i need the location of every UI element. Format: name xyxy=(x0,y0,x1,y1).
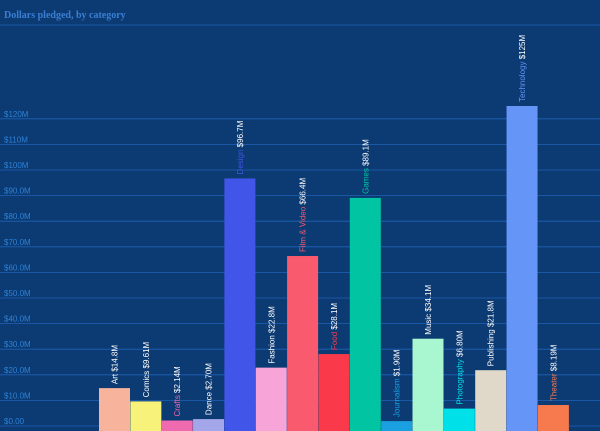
bar-category-label: Film & Video xyxy=(299,205,308,252)
bar-category-label: Design xyxy=(236,147,245,174)
bar-fashion xyxy=(255,367,287,431)
bar-crafts xyxy=(161,420,193,431)
bar-category-label: Comics xyxy=(142,369,151,398)
chart-title: Dollars pledged, by category xyxy=(4,10,126,21)
bar-value-label: $66.4M xyxy=(299,178,308,205)
bar-theater xyxy=(537,405,569,431)
bar-dance xyxy=(193,419,225,431)
bar-category-label: Music xyxy=(424,312,433,335)
bar-music xyxy=(412,338,444,431)
bar-value-label: $6.80M xyxy=(455,330,464,357)
bar-category-label: Technology xyxy=(518,59,527,102)
bar-film-video xyxy=(287,256,319,431)
y-tick-label: $90.0M xyxy=(4,187,31,196)
bar-category-label: Crafts xyxy=(173,393,182,417)
bar-label: Crafts $2.14M xyxy=(173,366,182,417)
bar-value-label: $96.7M xyxy=(236,120,245,147)
bar-value-label: $2.70M xyxy=(205,363,214,390)
bar-label: Fashion $22.8M xyxy=(267,306,276,364)
y-tick-label: $70.0M xyxy=(4,238,31,247)
bar-label: Theater $8.19M xyxy=(549,344,558,401)
y-axis-ticks: $0.00 $10.0M $20.0M $30.0M $40.0M $50.0M $60.0… xyxy=(4,110,31,426)
bar-label: Art $14.8M xyxy=(111,345,120,384)
bar-value-label: $21.8M xyxy=(487,300,496,327)
bar-category-label: Art xyxy=(111,372,120,384)
bar-label: Design $96.7M xyxy=(236,120,245,174)
bar-label: Food $28.1M xyxy=(330,303,339,350)
bar-value-label: $2.14M xyxy=(173,366,182,393)
bar-label: Technology $125M xyxy=(518,35,527,103)
y-tick-label: $20.0M xyxy=(4,366,31,375)
y-tick-label: $30.0M xyxy=(4,340,31,349)
bar-label: Film & Video $66.4M xyxy=(299,178,308,252)
bar-value-label: $28.1M xyxy=(330,303,339,330)
bar-value-label: $34.1M xyxy=(424,285,433,312)
grid-lines xyxy=(0,24,600,427)
bar-design xyxy=(224,178,256,431)
bar-labels: Art $14.8M Comics $9.61M Crafts $2.14M Danc… xyxy=(111,35,559,418)
bar-label: Games $89.1M xyxy=(361,139,370,194)
bar-food xyxy=(318,354,350,431)
bar-category-label: Games xyxy=(361,166,370,194)
bar-value-label: $22.8M xyxy=(267,306,276,333)
bar-value-label: $9.61M xyxy=(142,341,151,368)
bar-category-label: Dance xyxy=(205,390,214,415)
bar-value-label: $14.8M xyxy=(111,345,120,372)
bar-label: Music $34.1M xyxy=(424,285,433,335)
bar-label: Publishing $21.8M xyxy=(487,300,496,366)
bar-games xyxy=(349,197,381,431)
bar-art xyxy=(99,388,130,431)
bar-category-label: Photography xyxy=(455,357,464,405)
bar-label: Journalism $1.90M xyxy=(393,349,402,417)
bars xyxy=(99,106,569,431)
bar-label: Comics $9.61M xyxy=(142,341,151,397)
bar-value-label: $89.1M xyxy=(361,139,370,166)
y-tick-label: $100M xyxy=(4,161,29,170)
bar-publishing xyxy=(475,370,507,431)
bar-category-label: Food xyxy=(330,330,339,350)
y-tick-label: $60.0M xyxy=(4,263,31,272)
bar-label: Photography $6.80M xyxy=(455,330,464,405)
y-tick-label: $110M xyxy=(4,135,28,144)
bar-category-label: Theater xyxy=(549,371,558,401)
bar-photography xyxy=(443,408,475,431)
bar-technology xyxy=(506,106,538,431)
y-tick-label: $40.0M xyxy=(4,315,31,324)
y-tick-label: $120M xyxy=(4,110,29,119)
bar-category-label: Publishing xyxy=(487,327,496,366)
bar-value-label: $125M xyxy=(518,35,527,60)
bar-category-label: Fashion xyxy=(267,333,276,364)
bar-value-label: $1.90M xyxy=(393,349,402,376)
bar-label: Dance $2.70M xyxy=(205,363,214,415)
y-tick-label: $10.0M xyxy=(4,391,31,400)
bar-comics xyxy=(130,401,162,431)
bar-category-label: Journalism xyxy=(393,376,402,417)
bar-journalism xyxy=(381,421,413,431)
y-tick-label: $0.00 xyxy=(4,417,25,426)
bar-value-label: $8.19M xyxy=(549,344,558,371)
y-tick-label: $50.0M xyxy=(4,289,31,298)
y-tick-label: $80.0M xyxy=(4,212,31,221)
